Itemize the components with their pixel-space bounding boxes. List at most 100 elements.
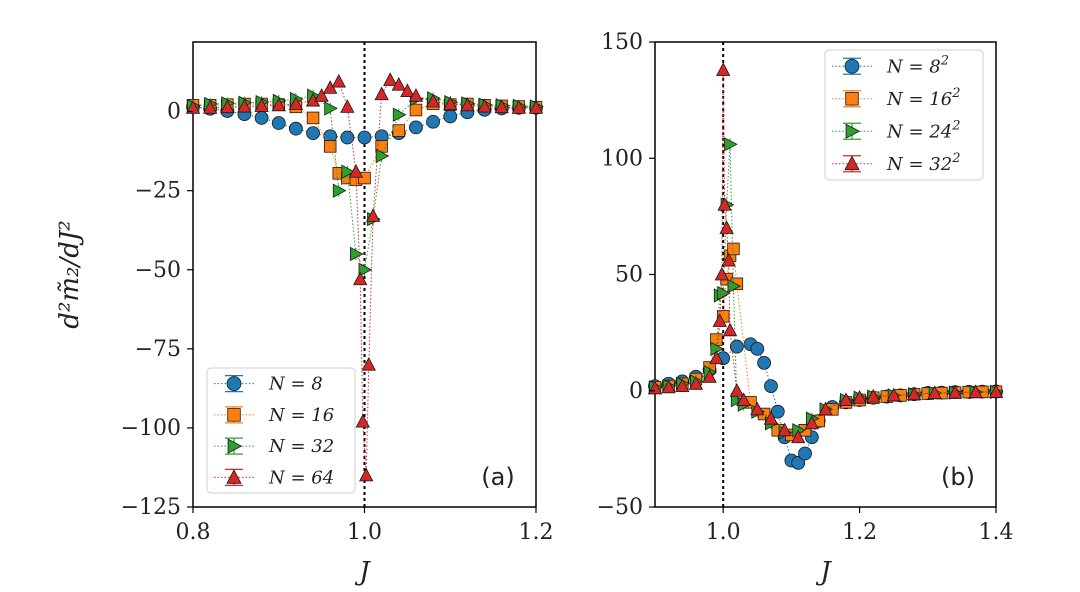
- data-point: [306, 111, 320, 125]
- legend-item: N = 64: [214, 467, 334, 488]
- data-point: [409, 120, 423, 135]
- data-point: [425, 93, 441, 108]
- data-point: [675, 378, 690, 393]
- data-point: [528, 100, 544, 114]
- y-tick-label: −50: [135, 258, 181, 283]
- data-point: [220, 99, 235, 114]
- x-tick-label: 1.2: [519, 520, 554, 545]
- data-point: [838, 392, 854, 406]
- data-point: [400, 83, 415, 97]
- y-tick-label: 0: [167, 100, 181, 125]
- data-point: [906, 386, 922, 401]
- y-tick-label: 100: [601, 146, 643, 171]
- legend-marker: [227, 438, 243, 454]
- data-point: [288, 96, 304, 110]
- x-tick-label: 1.4: [979, 520, 1014, 545]
- legend-marker: [844, 58, 860, 74]
- data-point: [724, 137, 738, 152]
- data-point: [361, 356, 376, 371]
- y-tick-label: −25: [135, 179, 181, 204]
- data-point: [288, 121, 303, 136]
- panel-a: 0.8 1.0 1.2 0 −25 −50 −75 −100 −125 J d²m̃₂/dJ²…: [55, 41, 554, 587]
- data-point: [254, 111, 269, 125]
- data-point: [340, 99, 355, 113]
- data-point: [661, 379, 676, 394]
- data-point: [757, 355, 772, 370]
- data-point: [359, 467, 374, 482]
- data-point: [764, 379, 778, 394]
- data-point: [818, 401, 833, 416]
- x-axis-label-a: J: [354, 557, 371, 587]
- legend-item: N = 82: [832, 53, 949, 77]
- legend-marker: [844, 155, 860, 171]
- data-point: [341, 164, 356, 179]
- data-point: [716, 62, 731, 76]
- data-point: [750, 401, 765, 416]
- data-point: [722, 322, 738, 337]
- data-point: [353, 271, 368, 286]
- data-point: [392, 124, 406, 137]
- data-point: [736, 392, 751, 406]
- y-tick-label: 50: [615, 263, 643, 288]
- data-point: [729, 383, 745, 397]
- legend-label: N = 162: [886, 86, 960, 110]
- data-point: [383, 72, 398, 86]
- series-64: [185, 72, 544, 482]
- data-point: [443, 109, 458, 124]
- x-tick-label: 0.8: [176, 520, 211, 545]
- data-point: [350, 246, 364, 262]
- data-point: [358, 171, 371, 185]
- data-point: [374, 86, 389, 101]
- data-point: [443, 96, 458, 110]
- data-point: [709, 350, 724, 365]
- legend-marker: [845, 92, 859, 106]
- y-tick-label: 0: [629, 379, 643, 404]
- data-point: [314, 88, 329, 102]
- panel-tag-b: (b): [941, 463, 975, 491]
- data-point: [409, 103, 423, 117]
- panel-tag-a: (a): [481, 463, 514, 491]
- data-point: [477, 98, 492, 113]
- legend-label: N = 82: [886, 53, 949, 77]
- data-point: [791, 429, 806, 444]
- legend-marker: [226, 469, 242, 484]
- legend-label: N = 242: [886, 118, 960, 142]
- data-point: [348, 164, 364, 178]
- legend-box: [206, 367, 356, 494]
- data-point: [365, 208, 381, 222]
- data-point: [852, 390, 867, 404]
- data-point: [968, 384, 983, 399]
- data-point: [494, 99, 509, 114]
- data-point: [886, 387, 901, 402]
- data-point: [988, 384, 1004, 398]
- data-point: [727, 242, 740, 256]
- y-tick-label: −50: [597, 495, 643, 520]
- data-point: [804, 415, 820, 430]
- data-point: [688, 376, 704, 390]
- data-point: [947, 384, 963, 399]
- data-point: [729, 339, 744, 354]
- data-point: [426, 114, 441, 129]
- data-point: [324, 101, 338, 116]
- data-point: [355, 413, 370, 428]
- data-point: [714, 266, 729, 281]
- legend-label: N = 64: [268, 467, 334, 488]
- data-point: [185, 100, 201, 114]
- legend-item: N = 16: [214, 405, 334, 426]
- data-point: [798, 446, 812, 461]
- data-point: [408, 88, 424, 102]
- data-point: [712, 313, 727, 327]
- data-point: [375, 148, 390, 164]
- legend-item: N = 162: [832, 86, 960, 110]
- y-tick-label: −125: [121, 495, 181, 520]
- data-point: [721, 252, 736, 267]
- data-point: [702, 369, 717, 383]
- data-point: [727, 278, 742, 294]
- x-axis-label-b: J: [815, 557, 832, 587]
- legend-item: N = 322: [832, 151, 960, 175]
- data-point: [202, 100, 218, 114]
- legend-item: N = 32: [214, 436, 334, 457]
- data-point: [254, 98, 269, 112]
- legend-label: N = 8: [268, 374, 323, 395]
